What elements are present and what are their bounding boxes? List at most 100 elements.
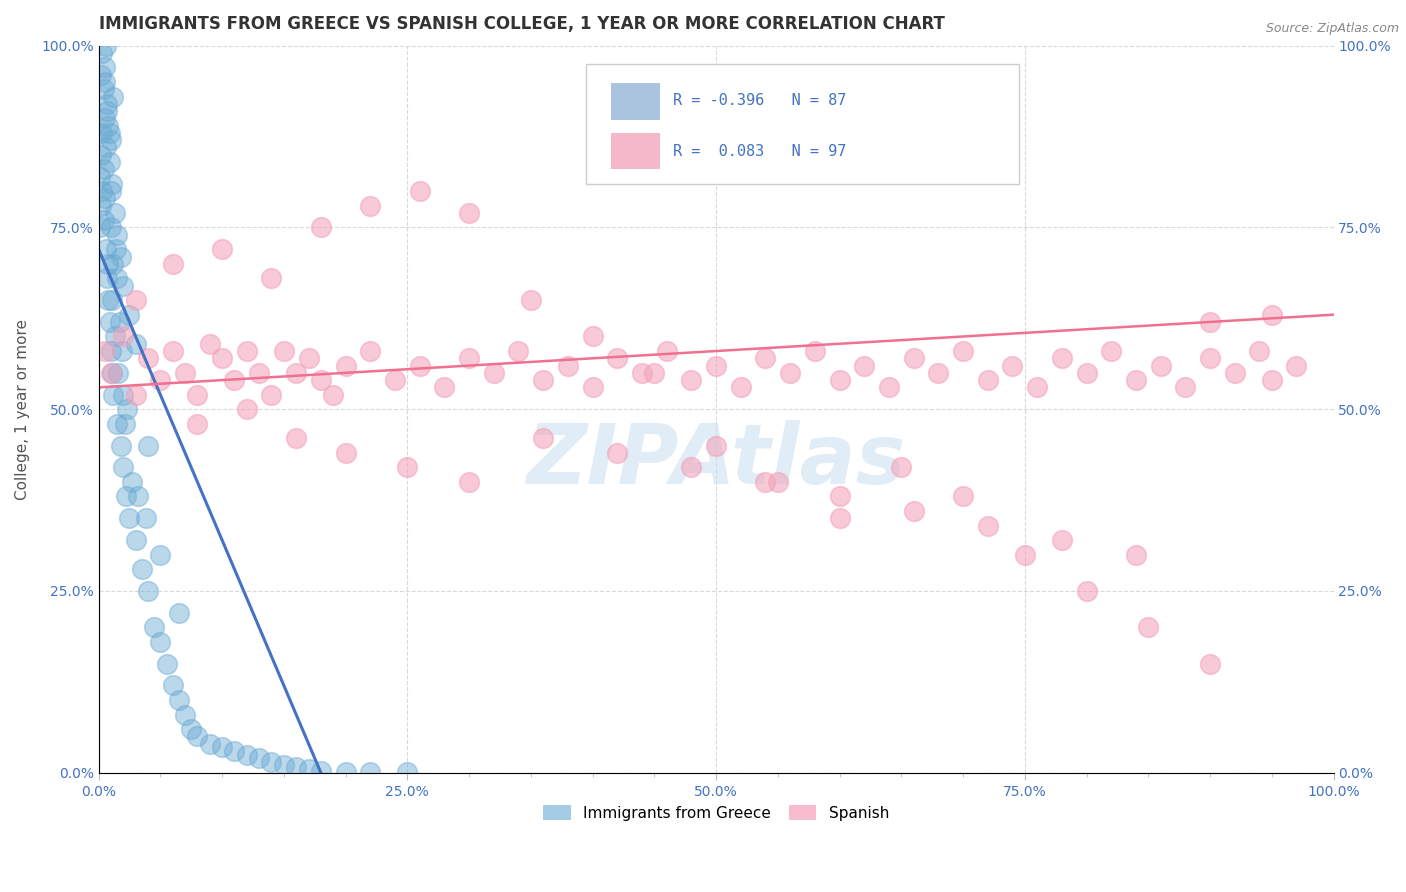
Point [1050,533,1073,547]
Point [236,747,259,762]
Point [297,351,319,366]
Point [631,366,654,380]
Point [174,707,197,722]
Point [211,740,233,755]
Point [98,126,121,140]
Point [1199,315,1222,329]
Point [335,446,357,460]
Point [107,366,129,380]
Point [903,504,925,518]
Point [335,764,357,779]
Point [359,199,381,213]
Point [681,460,703,475]
Point [309,373,332,387]
Point [89,169,111,184]
Point [1285,359,1308,373]
Point [581,380,603,394]
Point [754,475,776,489]
Point [224,373,246,387]
Point [124,336,146,351]
Point [1026,380,1049,394]
Point [606,351,628,366]
Point [1076,366,1098,380]
Point [101,177,124,191]
Point [766,475,789,489]
Point [273,758,295,772]
Point [100,344,122,359]
Point [828,511,851,525]
Point [335,359,357,373]
Point [260,755,283,769]
Point [1076,584,1098,599]
Point [91,45,114,60]
Point [104,242,127,256]
Point [952,490,974,504]
Point [118,308,141,322]
Point [101,293,124,307]
Text: R = -0.396   N = 87: R = -0.396 N = 87 [673,93,846,108]
Point [247,751,270,765]
Point [97,257,120,271]
Point [97,119,120,133]
Point [93,162,115,177]
Point [94,112,117,126]
Point [927,366,949,380]
Point [89,220,111,235]
Point [112,460,135,475]
Point [1199,351,1222,366]
Point [94,242,117,256]
Point [704,359,727,373]
Point [136,351,159,366]
Point [90,68,112,82]
Point [309,220,332,235]
Point [458,351,481,366]
Point [149,635,172,649]
Point [681,373,703,387]
Point [100,184,122,198]
Point [100,366,122,380]
FancyBboxPatch shape [612,133,661,169]
Point [730,380,752,394]
Point [91,184,114,198]
Point [198,336,221,351]
Point [322,387,344,401]
Point [890,460,912,475]
Point [103,387,125,401]
Point [1099,344,1122,359]
Point [108,315,131,329]
Point [136,584,159,599]
Point [804,344,827,359]
Point [285,366,308,380]
Text: R =  0.083   N = 97: R = 0.083 N = 97 [673,144,846,159]
Point [91,126,114,140]
Point [309,764,332,778]
Point [110,439,132,453]
Text: Source: ZipAtlas.com: Source: ZipAtlas.com [1265,22,1399,36]
Point [96,96,118,111]
Point [581,329,603,343]
Point [273,344,295,359]
Point [396,460,419,475]
Point [396,765,419,780]
Point [704,439,727,453]
Point [100,220,122,235]
Point [285,760,308,774]
Point [433,380,456,394]
Point [224,744,246,758]
Point [1174,380,1197,394]
Legend: Immigrants from Greece, Spanish: Immigrants from Greece, Spanish [537,798,896,827]
Point [143,620,166,634]
Y-axis label: College, 1 year or more: College, 1 year or more [15,318,30,500]
Point [531,431,554,445]
Point [186,387,208,401]
Point [952,344,974,359]
Point [655,344,678,359]
Point [359,764,381,779]
Point [285,431,308,445]
Point [96,104,118,119]
Text: ZIPAtlas: ZIPAtlas [526,419,905,500]
Point [1249,344,1271,359]
Point [162,678,184,692]
Point [149,548,172,562]
Point [186,417,208,431]
